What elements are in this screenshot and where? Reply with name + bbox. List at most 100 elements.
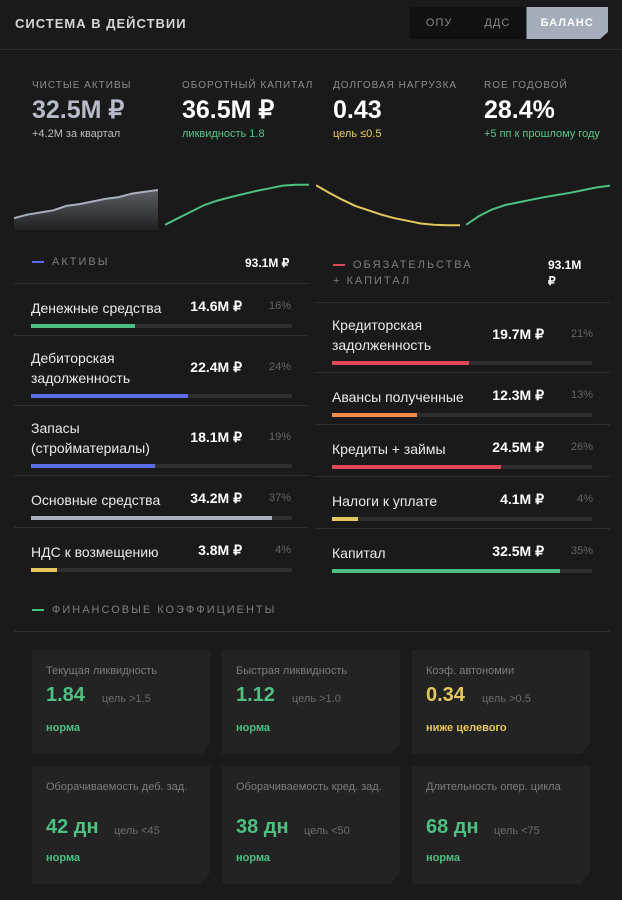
sparkline-debt-load [316, 184, 460, 227]
kpi-net-assets: ЧИСТЫЕ АКТИВЫ 32.5M ₽ +4.2M за квартал [32, 80, 177, 141]
row-label: Кредиторская задолженность [332, 317, 432, 353]
liabilities-total: 93.1M ₽ [548, 258, 582, 288]
ratio-status: норма [46, 722, 81, 734]
ratio-target: цель <75 [494, 825, 540, 837]
share-bar-track [31, 394, 292, 398]
ratio-target: цель >1.0 [292, 693, 341, 705]
row-percent: 16% [268, 300, 291, 312]
sparkline-working-capital [165, 183, 309, 226]
kpi-label: ROE ГОДОВОЙ [484, 80, 568, 91]
ratio-status: норма [426, 852, 461, 864]
liabilities-row[interactable]: Кредиторская задолженность 19.7M ₽ 21% [315, 302, 610, 372]
kpi-note: +4.2M за квартал [32, 128, 121, 140]
kpi-label: ДОЛГОВАЯ НАГРУЗКА [333, 80, 458, 91]
share-bar-fill [332, 465, 501, 469]
kpi-debt-load: ДОЛГОВАЯ НАГРУЗКА 0.43 цель ≤0.5 [333, 80, 478, 141]
ratios-title: ФИНАНСОВЫЕ КОЭФФИЦИЕНТЫ [52, 604, 277, 616]
row-label: НДС к возмещению [31, 544, 159, 560]
assets-row[interactable]: Дебиторская задолженность 22.4M ₽ 24% [14, 335, 308, 405]
tab-opu[interactable]: ОПУ [425, 17, 453, 29]
share-bar-track [31, 464, 292, 468]
assets-total: 93.1M ₽ [245, 256, 290, 270]
liabilities-title: ОБЯЗАТЕЛЬСТВА + КАПИТАЛ [333, 259, 473, 287]
kpi-note: цель ≤0.5 [333, 128, 382, 140]
ratio-card[interactable]: Оборачиваемость деб. зад. 42 дн цель <45 но… [32, 766, 210, 884]
liabilities-row[interactable]: Авансы полученные 12.3M ₽ 13% [315, 372, 610, 424]
ratio-card[interactable]: Оборачиваемость кред. зад. 38 дн цель <50 н… [222, 766, 400, 884]
row-label: Дебиторская задолженность [31, 350, 131, 386]
kpi-value: 0.43 [333, 96, 382, 124]
row-value: 18.1M ₽ [190, 429, 242, 445]
ratio-target: цель <50 [304, 825, 350, 837]
ratio-card[interactable]: Быстрая ликвидность 1.12 цель >1.0 норма [222, 650, 400, 754]
row-percent: 26% [570, 441, 593, 453]
row-label: Капитал [332, 545, 386, 561]
row-value: 4.1M ₽ [500, 491, 544, 507]
ratio-target: цель >1.5 [102, 693, 151, 705]
kpi-value: 28.4% [484, 96, 555, 124]
kpi-value: 36.5M ₽ [182, 96, 275, 124]
kpi-note: ликвидность 1.8 [182, 128, 265, 140]
sparkline-line [14, 189, 158, 220]
row-percent: 37% [268, 492, 291, 504]
row-label: Кредиты + займы [332, 441, 446, 457]
kpi-working-capital: ОБОРОТНЫЙ КАПИТАЛ 36.5M ₽ ликвидность 1.… [182, 80, 327, 141]
share-bar-fill [332, 361, 469, 365]
ratio-status: норма [236, 722, 271, 734]
share-bar-track [31, 324, 292, 328]
sparkline-line [466, 184, 610, 226]
liabilities-row[interactable]: Налоги к уплате 4.1M ₽ 4% [315, 476, 610, 528]
row-percent: 4% [275, 544, 291, 556]
row-percent: 35% [570, 545, 593, 557]
row-value: 19.7M ₽ [492, 326, 544, 342]
ratio-target: цель <45 [114, 825, 160, 837]
assets-title: АКТИВЫ [52, 256, 110, 268]
tab-dds[interactable]: ДДС [484, 17, 511, 29]
ratio-status: норма [46, 852, 81, 864]
row-value: 22.4M ₽ [190, 359, 242, 375]
sparkline-line [316, 184, 460, 227]
ratio-label: Текущая ликвидность [46, 665, 158, 677]
share-bar-fill [31, 394, 188, 398]
row-label: Налоги к уплате [332, 493, 438, 509]
row-value: 14.6M ₽ [190, 298, 242, 314]
ratio-value: 38 дн [236, 816, 289, 838]
assets-row[interactable]: Запасы (стройматериалы) 18.1M ₽ 19% [14, 405, 308, 475]
row-value: 24.5M ₽ [492, 439, 544, 455]
assets-row[interactable]: Денежные средства 14.6M ₽ 16% [14, 283, 308, 335]
kpi-label: ЧИСТЫЕ АКТИВЫ [32, 80, 132, 91]
share-bar-track [332, 361, 592, 365]
row-label: Основные средства [31, 492, 161, 508]
ratio-label: Коэф. автономии [426, 665, 515, 677]
ratio-label: Оборачиваемость деб. зад. [46, 781, 188, 793]
ratio-value: 0.34 [426, 684, 465, 706]
row-percent: 19% [268, 431, 291, 443]
share-bar-track [31, 516, 292, 520]
ratio-card[interactable]: Текущая ликвидность 1.84 цель >1.5 норма [32, 650, 210, 754]
share-bar-fill [332, 413, 417, 417]
ratio-card[interactable]: Коэф. автономии 0.34 цель >0.5 ниже целевог… [412, 650, 590, 754]
sparkline-roe [466, 184, 610, 226]
share-bar-fill [31, 516, 273, 520]
liabilities-row[interactable]: Кредиты + займы 24.5M ₽ 26% [315, 424, 610, 476]
liabilities-row[interactable]: Капитал 32.5M ₽ 35% [315, 528, 610, 580]
share-bar-fill [31, 464, 155, 468]
tab-balance[interactable]: БАЛАНС [526, 7, 608, 39]
row-value: 3.8M ₽ [198, 542, 242, 558]
top-bar: СИСТЕМА В ДЕЙСТВИИ ОПУ ДДС БАЛАНС [0, 0, 622, 50]
assets-row[interactable]: Основные средства 34.2M ₽ 37% [14, 475, 308, 527]
ratios-dash [32, 609, 44, 612]
ratio-target: цель >0.5 [482, 693, 531, 705]
row-value: 34.2M ₽ [190, 490, 242, 506]
assets-row[interactable]: НДС к возмещению 3.8M ₽ 4% [14, 527, 308, 579]
ratio-label: Быстрая ликвидность [236, 665, 348, 677]
ratio-value: 1.12 [236, 684, 275, 706]
divider [14, 631, 610, 632]
sparkline-line [165, 183, 309, 226]
row-label: Авансы полученные [332, 389, 464, 405]
share-bar-track [31, 568, 292, 572]
ratio-card[interactable]: Длительность опер. цикла 68 дн цель <75 нор… [412, 766, 590, 884]
ratio-value: 42 дн [46, 816, 99, 838]
kpi-note: +5 пп к прошлому году [484, 128, 600, 140]
ratio-label: Длительность опер. цикла [426, 781, 561, 793]
